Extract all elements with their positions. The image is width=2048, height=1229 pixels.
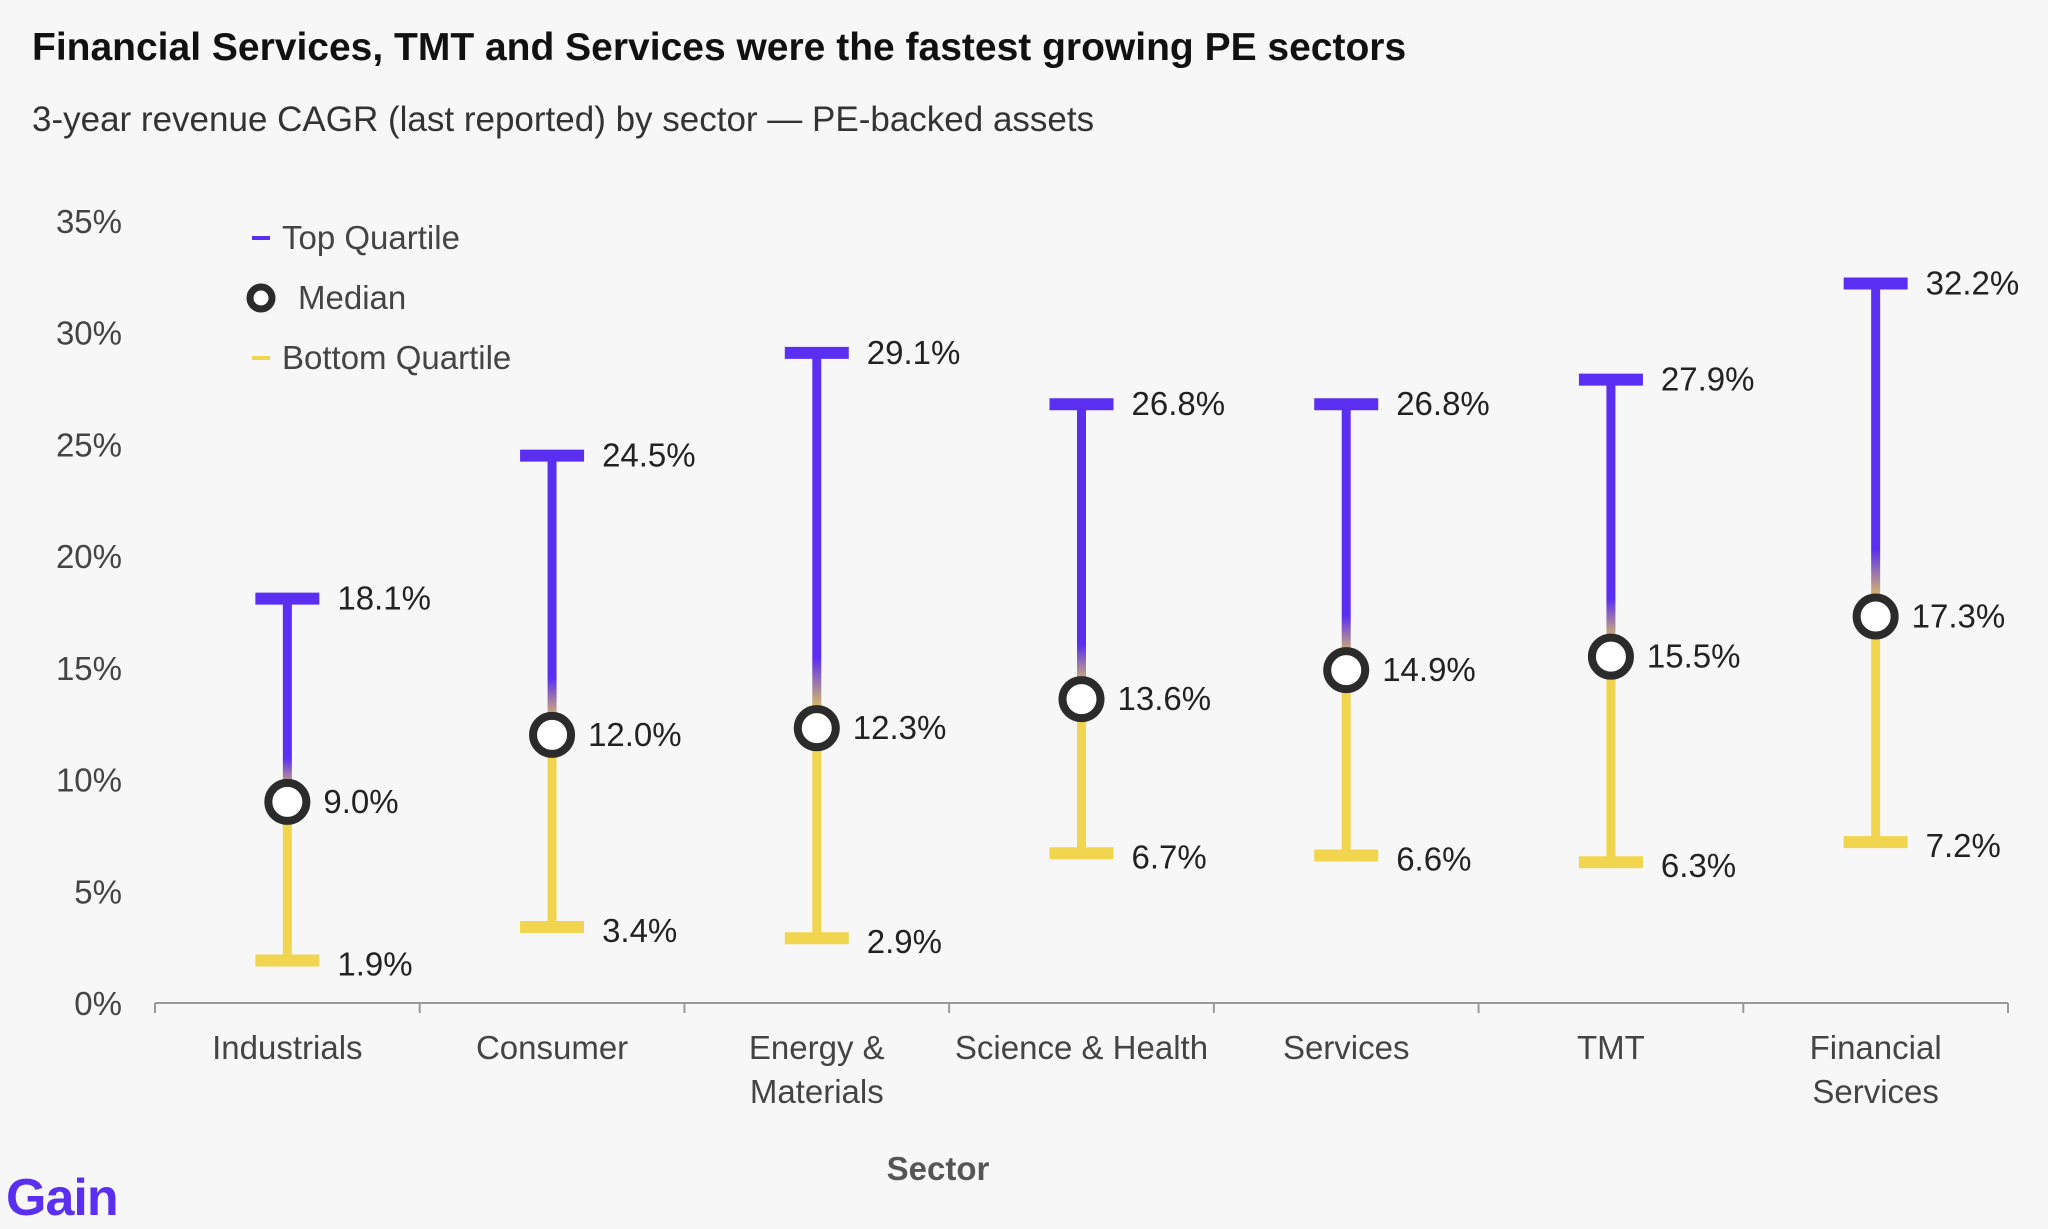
top-quartile-label: 18.1% [337, 580, 431, 617]
y-tick-label: 20% [56, 538, 122, 575]
x-tick-label: Energy & [749, 1029, 885, 1066]
bottom-quartile-label: 3.4% [602, 912, 677, 949]
median-label: 13.6% [1118, 680, 1212, 717]
y-tick-label: 30% [56, 315, 122, 352]
median-marker [1587, 633, 1634, 680]
x-tick-label: TMT [1577, 1029, 1645, 1066]
legend-median-label: Median [298, 279, 406, 316]
median-marker [1323, 647, 1370, 694]
chart-subtitle: 3-year revenue CAGR (last reported) by s… [32, 100, 1095, 139]
median-label: 12.0% [588, 716, 682, 753]
y-tick-label: 25% [56, 426, 122, 463]
median-marker [793, 705, 840, 752]
top-quartile-label: 26.8% [1396, 385, 1490, 422]
y-tick-label: 0% [74, 985, 122, 1022]
top-quartile-label: 26.8% [1132, 385, 1226, 422]
median-label: 9.0% [323, 783, 398, 820]
y-tick-label: 35% [56, 203, 122, 240]
top-quartile-label: 27.9% [1661, 361, 1755, 398]
x-tick-label: Science & Health [955, 1029, 1208, 1066]
median-marker [1852, 593, 1899, 640]
legend-median-marker [246, 283, 276, 313]
top-quartile-label: 32.2% [1926, 265, 2020, 302]
x-tick-label: Industrials [212, 1029, 362, 1066]
bottom-quartile-label: 6.7% [1132, 838, 1207, 875]
median-marker [1058, 676, 1105, 723]
median-label: 12.3% [853, 709, 947, 746]
legend-bottom-quartile-label: Bottom Quartile [282, 339, 511, 376]
x-tick-label: Services [1283, 1029, 1410, 1066]
x-axis-title: Sector [887, 1150, 990, 1187]
median-label: 17.3% [1912, 597, 2006, 634]
y-tick-label: 15% [56, 650, 122, 687]
x-tick-label: Materials [750, 1073, 884, 1110]
x-tick-label: Consumer [476, 1029, 628, 1066]
x-tick-label: Financial [1810, 1029, 1942, 1066]
median-label: 15.5% [1647, 638, 1741, 675]
bottom-quartile-label: 6.3% [1661, 847, 1736, 884]
chart-title: Financial Services, TMT and Services wer… [32, 26, 1407, 69]
top-quartile-label: 24.5% [602, 437, 696, 474]
gain-logo: Gain [6, 1169, 119, 1227]
bottom-quartile-label: 1.9% [337, 946, 412, 983]
x-tick-label: Services [1812, 1073, 1939, 1110]
bottom-quartile-label: 7.2% [1926, 827, 2001, 864]
bottom-quartile-label: 2.9% [867, 923, 942, 960]
legend-top-quartile-label: Top Quartile [282, 219, 460, 256]
median-marker [529, 711, 576, 758]
y-tick-label: 5% [74, 873, 122, 910]
y-tick-label: 10% [56, 762, 122, 799]
top-quartile-label: 29.1% [867, 334, 961, 371]
median-marker [264, 778, 311, 825]
bottom-quartile-label: 6.6% [1396, 841, 1471, 878]
median-label: 14.9% [1382, 651, 1476, 688]
